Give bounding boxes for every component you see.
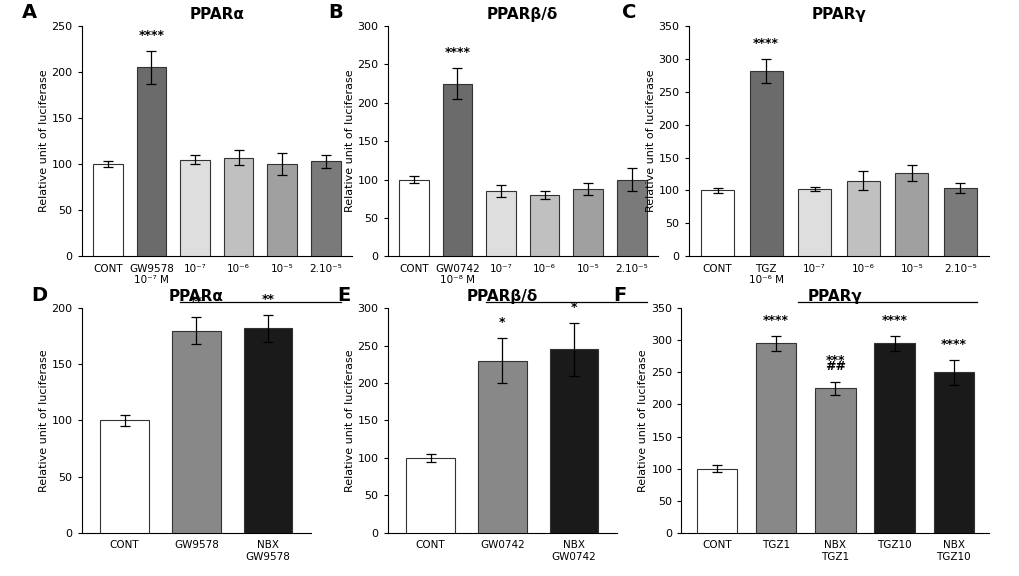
Bar xyxy=(798,189,830,256)
Text: *: * xyxy=(498,316,505,329)
Text: ***: *** xyxy=(824,354,845,367)
Text: B: B xyxy=(328,3,342,22)
Bar xyxy=(442,84,472,256)
Text: NBX (M): NBX (M) xyxy=(232,317,287,331)
Text: E: E xyxy=(336,286,350,305)
Text: ****: **** xyxy=(444,46,470,59)
Title: PPARα: PPARα xyxy=(190,7,244,22)
Bar xyxy=(696,469,737,533)
Title: PPARα: PPARα xyxy=(169,289,223,304)
Bar xyxy=(846,181,878,256)
Bar xyxy=(267,164,297,256)
Bar xyxy=(814,388,855,533)
Y-axis label: Relative unit of luciferase: Relative unit of luciferase xyxy=(344,70,355,213)
Y-axis label: Relative unit of luciferase: Relative unit of luciferase xyxy=(39,70,49,213)
Text: ****: **** xyxy=(880,314,907,327)
Bar xyxy=(932,372,973,533)
Text: ****: **** xyxy=(940,338,966,351)
Bar xyxy=(137,67,166,256)
Y-axis label: Relative unit of luciferase: Relative unit of luciferase xyxy=(39,349,49,492)
Title: PPARγ: PPARγ xyxy=(811,7,865,22)
Bar xyxy=(873,343,914,533)
Text: ##: ## xyxy=(824,360,845,373)
Title: PPARγ: PPARγ xyxy=(807,289,862,304)
Bar xyxy=(478,361,526,533)
Bar xyxy=(223,158,253,256)
Bar xyxy=(616,180,646,256)
Text: ****: **** xyxy=(139,29,164,41)
Text: D: D xyxy=(32,286,47,305)
Bar xyxy=(311,161,340,256)
Text: NBX (M): NBX (M) xyxy=(538,317,593,331)
Bar xyxy=(93,164,122,256)
Y-axis label: Relative unit of luciferase: Relative unit of luciferase xyxy=(344,349,355,492)
Text: *: * xyxy=(571,301,577,314)
Bar xyxy=(943,188,976,256)
Bar xyxy=(755,343,796,533)
Text: ****: **** xyxy=(762,314,789,327)
Title: PPARβ/δ: PPARβ/δ xyxy=(467,289,537,304)
Bar xyxy=(549,349,598,533)
Bar xyxy=(700,191,734,256)
Bar xyxy=(100,420,149,533)
Text: **: ** xyxy=(261,293,274,306)
Bar xyxy=(406,458,454,533)
Text: NBX (M): NBX (M) xyxy=(859,317,914,331)
Bar xyxy=(180,160,210,256)
Text: **: ** xyxy=(190,295,203,308)
Title: PPARβ/δ: PPARβ/δ xyxy=(487,7,557,22)
Y-axis label: Relative unit of luciferase: Relative unit of luciferase xyxy=(645,70,655,213)
Bar xyxy=(529,195,558,256)
Text: F: F xyxy=(613,286,627,305)
Bar xyxy=(244,328,292,533)
Bar xyxy=(895,173,927,256)
Text: A: A xyxy=(22,3,38,22)
Text: ****: **** xyxy=(752,37,779,50)
Y-axis label: Relative unit of luciferase: Relative unit of luciferase xyxy=(638,349,648,492)
Bar xyxy=(172,331,220,533)
Bar xyxy=(486,191,516,256)
Bar xyxy=(573,189,602,256)
Bar xyxy=(749,71,782,256)
Text: C: C xyxy=(622,3,636,22)
Bar xyxy=(398,180,428,256)
